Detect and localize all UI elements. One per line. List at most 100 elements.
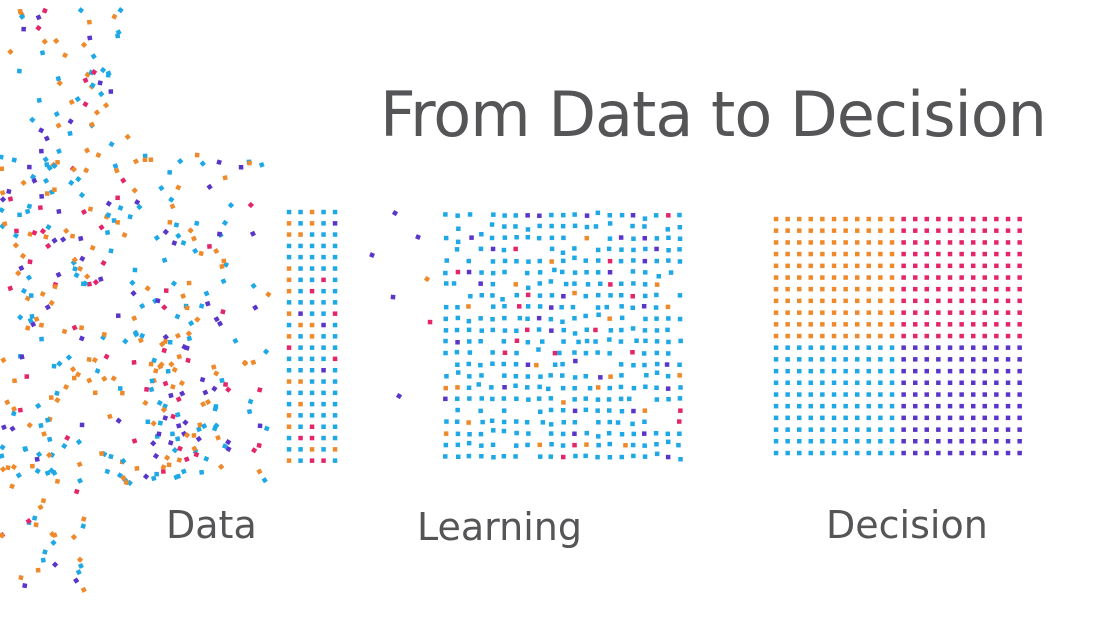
learning-grid-cell [538,409,543,414]
learning-grid-cell [642,328,648,333]
decision-grid-cell [889,439,895,444]
decision-grid-cell [913,415,918,421]
data-point [70,166,77,173]
data-point [81,281,86,287]
decision-grid-cell [889,345,895,350]
decision-grid-cell [924,415,929,421]
data-point [132,329,139,336]
decision-grid-cell [982,322,987,327]
data-point [102,102,110,109]
data-point [16,68,22,74]
decision-grid-cell [994,251,999,257]
data-grid-cell [321,232,326,237]
decision-grid-cell [855,333,860,339]
decision-grid-cell [994,228,999,233]
learning-grid-cell [607,385,612,391]
decision-grid-cell [866,439,871,444]
decision-grid-cell [808,368,813,374]
data-point [175,473,181,480]
data-point [262,348,270,355]
learning-grid-cell [514,259,519,264]
learning-grid-cell [478,339,483,344]
learning-grid-cell [537,304,543,309]
decision-grid-cell [913,380,918,385]
learning-grid-cell [467,212,473,217]
data-point [39,290,46,297]
decision-grid-cell [959,286,964,292]
decision-grid-cell [855,450,860,456]
data-point [134,465,140,471]
learning-grid-cell [490,317,495,322]
decision-grid-cell [971,450,976,456]
data-point [83,167,90,174]
data-point [222,175,228,181]
data-grid-cell [309,334,315,339]
decision-grid-cell [1017,251,1022,257]
decision-grid-cell [1017,322,1022,327]
learning-grid-cell [526,431,531,436]
learning-grid-cell [455,340,460,345]
data-point [41,431,47,437]
decision-grid-cell [797,450,802,456]
decision-grid-cell [773,275,779,280]
learning-grid-cell [642,236,647,241]
decision-grid-cell [1005,368,1011,374]
decision-grid-cell [1005,298,1011,304]
decision-grid-cell [913,216,918,222]
data-point [258,161,265,168]
decision-grid-cell [866,392,871,397]
decision-grid-cell [831,439,837,444]
learning-grid-cell [630,294,635,299]
decision-grid-cell [866,427,871,432]
decision-grid-cell [1017,286,1022,292]
learning-grid-cell [479,328,484,333]
data-point [144,285,151,292]
learning-grid-cell [479,454,484,459]
learning-grid-cell [677,373,682,378]
decision-grid-cell [866,275,871,280]
learning-grid-cell [513,246,518,252]
learning-grid-cell [478,246,484,252]
data-point [173,222,180,228]
data-point [215,434,221,441]
data-point [92,279,100,286]
data-point [18,13,26,20]
learning-grid-cell [608,374,613,379]
decision-grid-cell [982,439,987,444]
data-grid-cell [286,458,292,463]
decision-grid-cell [901,263,906,269]
data-point [194,220,200,227]
data-point [170,431,175,437]
decision-grid-cell [797,216,802,222]
data-point [176,353,183,360]
decision-grid-cell [913,286,918,292]
learning-grid-cell [642,362,647,368]
data-grid-cell [332,311,338,316]
learning-grid-cell [525,227,531,232]
learning-grid-cell [525,285,531,291]
learning-grid-cell [618,258,624,264]
learning-grid-cell [468,294,473,299]
data-point [41,38,48,45]
decision-grid-cell [785,357,790,362]
decision-grid-cell [797,298,802,304]
data-grid-cell [321,221,326,226]
learning-grid-cell [501,454,507,459]
decision-grid-cell [913,333,918,339]
stage-label-learning: Learning [417,505,582,549]
decision-grid-cell [808,450,813,456]
decision-grid-cell [808,380,813,385]
learning-grid-cell [607,408,612,413]
data-point [108,248,114,254]
learning-grid-cell [466,304,471,309]
learning-grid-cell [517,304,522,309]
data-grid-cell [286,221,292,226]
decision-grid-cell [994,427,999,432]
data-point [238,164,244,170]
data-point [12,242,20,249]
learning-grid-cell [514,350,519,356]
learning-grid-cell [678,408,683,413]
decision-grid-cell [936,275,941,280]
data-point [221,443,228,450]
decision-grid-cell [1005,310,1011,315]
